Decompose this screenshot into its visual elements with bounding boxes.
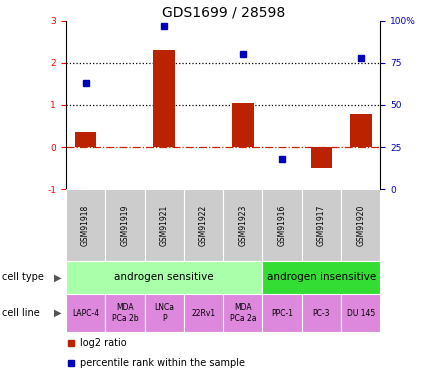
Text: androgen sensitive: androgen sensitive xyxy=(114,273,214,282)
Text: GSM91923: GSM91923 xyxy=(238,204,247,246)
Bar xyxy=(223,294,262,332)
Bar xyxy=(262,261,380,294)
Bar xyxy=(153,50,175,147)
Bar xyxy=(184,189,223,261)
Text: 22Rv1: 22Rv1 xyxy=(191,309,215,318)
Text: androgen insensitive: androgen insensitive xyxy=(267,273,376,282)
Bar xyxy=(232,103,254,147)
Text: GSM91919: GSM91919 xyxy=(120,204,129,246)
Bar xyxy=(184,294,223,332)
Bar xyxy=(341,294,380,332)
Text: ▶: ▶ xyxy=(54,273,61,282)
Bar xyxy=(311,147,332,168)
Bar xyxy=(144,189,184,261)
Bar xyxy=(341,189,380,261)
Text: MDA
PCa 2b: MDA PCa 2b xyxy=(111,303,138,323)
Text: LAPC-4: LAPC-4 xyxy=(72,309,99,318)
Bar xyxy=(144,294,184,332)
Text: GSM91920: GSM91920 xyxy=(356,204,365,246)
Bar xyxy=(302,189,341,261)
Bar xyxy=(66,189,105,261)
Bar xyxy=(302,294,341,332)
Bar xyxy=(350,114,371,147)
Text: cell type: cell type xyxy=(2,273,44,282)
Text: MDA
PCa 2a: MDA PCa 2a xyxy=(230,303,256,323)
Text: LNCa
P: LNCa P xyxy=(154,303,174,323)
Bar xyxy=(262,189,302,261)
Text: GSM91916: GSM91916 xyxy=(278,204,286,246)
Bar xyxy=(66,261,262,294)
Text: log2 ratio: log2 ratio xyxy=(80,338,127,348)
Text: cell line: cell line xyxy=(2,308,40,318)
Text: ▶: ▶ xyxy=(54,308,61,318)
Bar xyxy=(105,189,144,261)
Text: percentile rank within the sample: percentile rank within the sample xyxy=(80,358,245,368)
Bar xyxy=(262,294,302,332)
Bar xyxy=(66,294,105,332)
Bar xyxy=(223,189,262,261)
Text: PC-3: PC-3 xyxy=(313,309,330,318)
Title: GDS1699 / 28598: GDS1699 / 28598 xyxy=(162,6,285,20)
Text: GSM91917: GSM91917 xyxy=(317,204,326,246)
Bar xyxy=(105,294,144,332)
Text: GSM91921: GSM91921 xyxy=(160,204,169,246)
Text: DU 145: DU 145 xyxy=(347,309,375,318)
Text: GSM91918: GSM91918 xyxy=(81,204,90,246)
Bar xyxy=(75,132,96,147)
Text: GSM91922: GSM91922 xyxy=(199,204,208,246)
Text: PPC-1: PPC-1 xyxy=(271,309,293,318)
